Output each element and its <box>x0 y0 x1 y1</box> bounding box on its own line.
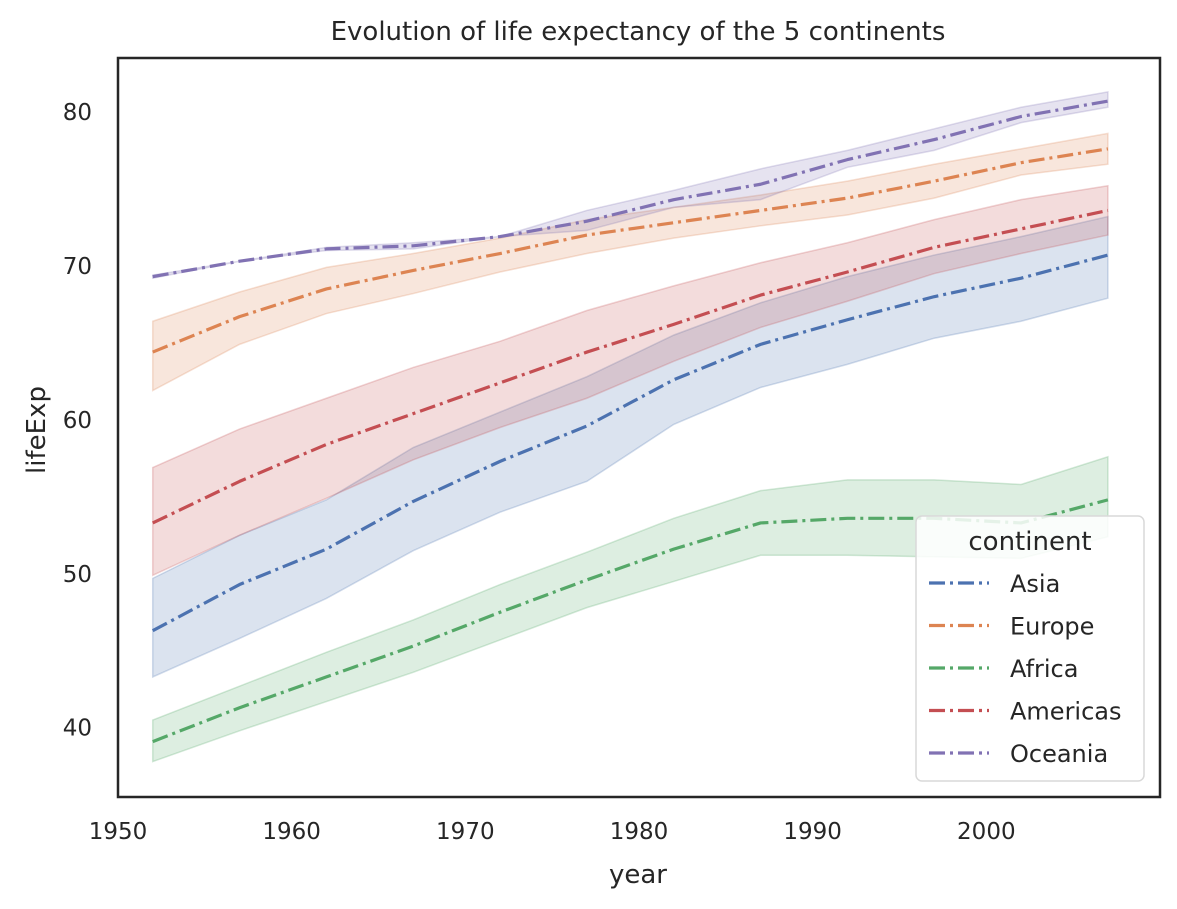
legend-title: continent <box>968 527 1091 557</box>
line-europe <box>152 147 1109 354</box>
plot-frame <box>116 56 1162 799</box>
band-americas <box>151 184 1109 577</box>
legend-label-americas: Americas <box>1010 698 1122 726</box>
legend-label-europe: Europe <box>1010 613 1094 641</box>
chart-title: Evolution of life expectancy of the 5 co… <box>331 17 946 47</box>
y-tick-label: 70 <box>63 254 92 280</box>
y-axis-ticks: 40 50 60 70 80 <box>63 100 92 742</box>
x-tick-label: 1980 <box>610 819 669 845</box>
y-tick-label: 60 <box>63 408 92 434</box>
x-tick-label: 1960 <box>262 819 321 845</box>
y-tick-label: 80 <box>63 100 92 126</box>
y-tick-label: 40 <box>63 716 92 742</box>
legend: continent Asia Europe Africa Americas Oceani… <box>915 515 1145 782</box>
confidence-bands <box>151 90 1109 763</box>
x-tick-label: 2000 <box>957 819 1016 845</box>
x-tick-label: 1970 <box>436 819 495 845</box>
x-tick-label: 1950 <box>89 819 148 845</box>
legend-label-asia: Asia <box>1010 570 1060 598</box>
line-americas <box>152 208 1109 525</box>
x-axis-ticks: 1950 1960 1970 1980 1990 2000 <box>89 819 1016 845</box>
x-axis-label: year <box>609 860 667 890</box>
y-axis-label: lifeExp <box>22 386 52 474</box>
legend-label-oceania: Oceania <box>1010 740 1108 768</box>
line-asia <box>151 253 1109 633</box>
band-asia <box>151 215 1109 679</box>
y-tick-label: 50 <box>63 562 92 588</box>
legend-label-africa: Africa <box>1010 655 1078 683</box>
legend-items: Asia Europe Africa Americas Oceania <box>929 570 1122 768</box>
x-tick-label: 1990 <box>783 819 842 845</box>
